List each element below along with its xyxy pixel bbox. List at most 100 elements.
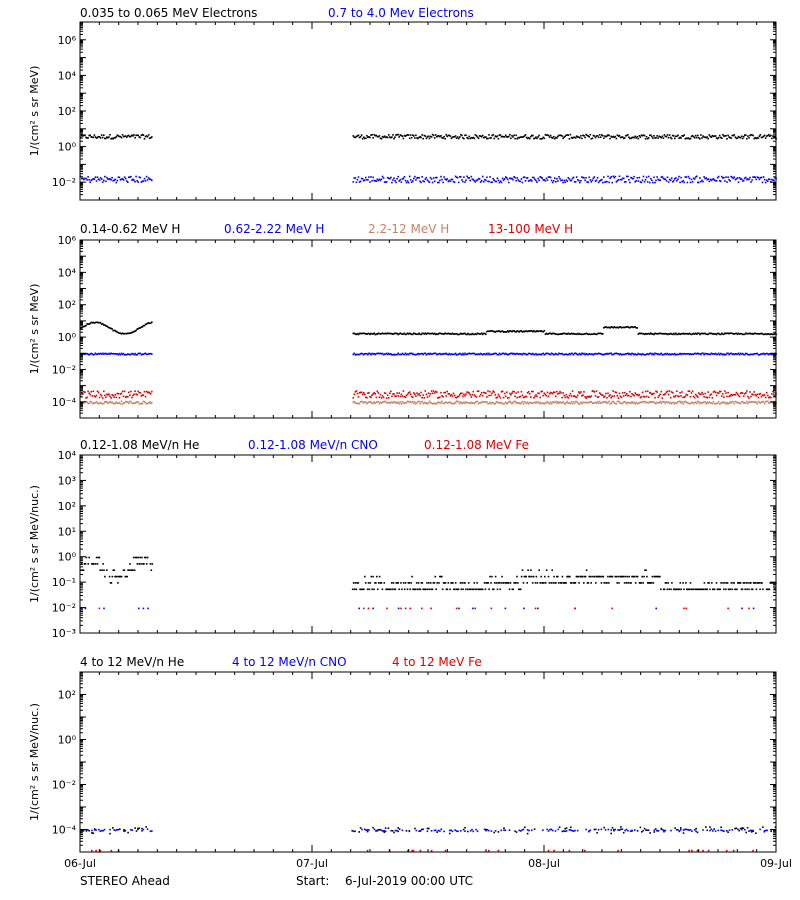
data-point: [391, 136, 393, 138]
data-point: [115, 575, 117, 578]
data-point: [651, 393, 653, 396]
data-point: [80, 136, 82, 139]
data-point: [151, 353, 153, 355]
data-point: [124, 575, 127, 578]
data-point: [718, 353, 721, 356]
data-point: [486, 137, 488, 140]
data-point: [713, 179, 716, 181]
data-point: [90, 321, 92, 324]
data-point: [435, 134, 437, 136]
data-point: [454, 396, 457, 399]
data-point: [557, 393, 559, 395]
data-point: [701, 179, 703, 182]
data-point: [646, 390, 649, 392]
data-point: [757, 176, 760, 179]
data-point: [543, 582, 545, 584]
data-point: [536, 395, 538, 398]
data-point: [439, 401, 441, 404]
data-point: [465, 401, 467, 403]
data-point: [138, 327, 141, 329]
data-point: [426, 582, 428, 584]
data-point: [524, 401, 527, 404]
data-point: [502, 331, 505, 333]
data-point: [608, 326, 610, 329]
data-point: [119, 135, 122, 138]
data-point: [550, 828, 553, 831]
data-point: [620, 402, 623, 405]
data-point: [83, 325, 85, 328]
data-point: [649, 400, 651, 403]
data-point: [581, 395, 583, 397]
data-point: [553, 575, 555, 578]
data-point: [96, 353, 99, 355]
data-point: [656, 135, 658, 137]
data-point: [351, 588, 354, 591]
data-point: [598, 352, 601, 355]
series-legend-4-1: 4 to 12 MeV/n He: [80, 655, 184, 669]
data-point: [586, 395, 588, 398]
data-point: [680, 176, 682, 179]
data-point: [695, 830, 697, 833]
data-point: [583, 333, 585, 335]
data-point: [562, 353, 564, 356]
data-point: [489, 575, 491, 578]
data-point: [430, 402, 433, 404]
data-point: [144, 352, 147, 355]
data-point: [670, 588, 672, 591]
data-point: [392, 333, 394, 335]
data-point: [579, 392, 581, 395]
data-point: [634, 326, 636, 328]
data-point: [95, 180, 98, 182]
data-point: [641, 391, 644, 394]
data-point: [634, 392, 636, 394]
data-point: [593, 353, 596, 355]
data-point: [660, 176, 663, 179]
data-point: [614, 828, 617, 831]
data-point: [727, 403, 729, 405]
data-point: [772, 333, 774, 336]
data-point: [474, 181, 477, 183]
data-point: [502, 352, 505, 355]
data-point: [489, 330, 491, 332]
data-point: [683, 134, 685, 136]
data-point: [469, 179, 471, 182]
data-point: [671, 181, 674, 183]
data-point: [730, 582, 733, 584]
data-point: [638, 394, 641, 396]
data-point: [359, 332, 362, 335]
data-point: [742, 582, 745, 584]
data-point: [567, 332, 570, 335]
data-point: [433, 352, 436, 355]
data-point: [569, 333, 572, 335]
data-point: [717, 136, 720, 139]
data-point: [758, 401, 761, 404]
data-point: [474, 353, 477, 356]
data-point: [611, 395, 613, 397]
data-point: [449, 180, 452, 183]
data-point: [554, 391, 556, 394]
data-point: [762, 400, 765, 403]
data-point: [662, 394, 665, 396]
data-point: [501, 177, 504, 180]
data-point: [643, 400, 646, 403]
data-point: [497, 831, 500, 833]
data-point: [142, 394, 145, 397]
data-point: [527, 403, 530, 405]
data-point: [492, 353, 494, 355]
data-point: [735, 391, 738, 394]
data-point: [532, 330, 534, 333]
data-point: [641, 352, 644, 355]
data-point: [696, 849, 699, 852]
data-point: [604, 326, 606, 328]
data-point: [732, 353, 735, 355]
data-point: [145, 353, 148, 355]
data-point: [383, 400, 386, 403]
data-point: [362, 392, 365, 394]
data-point: [111, 176, 113, 179]
data-point: [496, 177, 499, 179]
data-point: [555, 395, 557, 398]
data-point: [376, 352, 379, 355]
data-point: [530, 353, 532, 355]
data-point: [483, 391, 485, 394]
data-point: [726, 352, 728, 355]
